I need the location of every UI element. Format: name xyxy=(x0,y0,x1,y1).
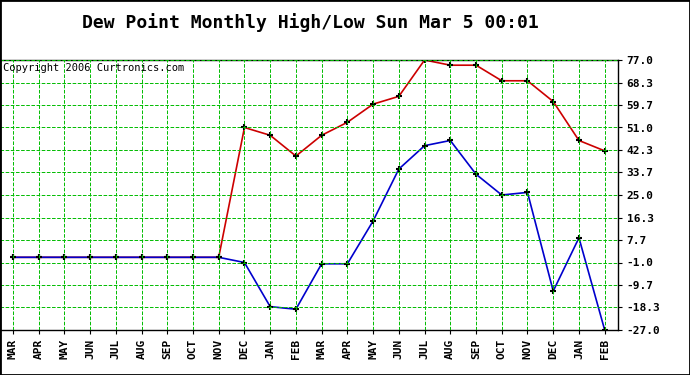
Text: Copyright 2006 Curtronics.com: Copyright 2006 Curtronics.com xyxy=(3,63,184,73)
Text: Dew Point Monthly High/Low Sun Mar 5 00:01: Dew Point Monthly High/Low Sun Mar 5 00:… xyxy=(82,13,539,32)
